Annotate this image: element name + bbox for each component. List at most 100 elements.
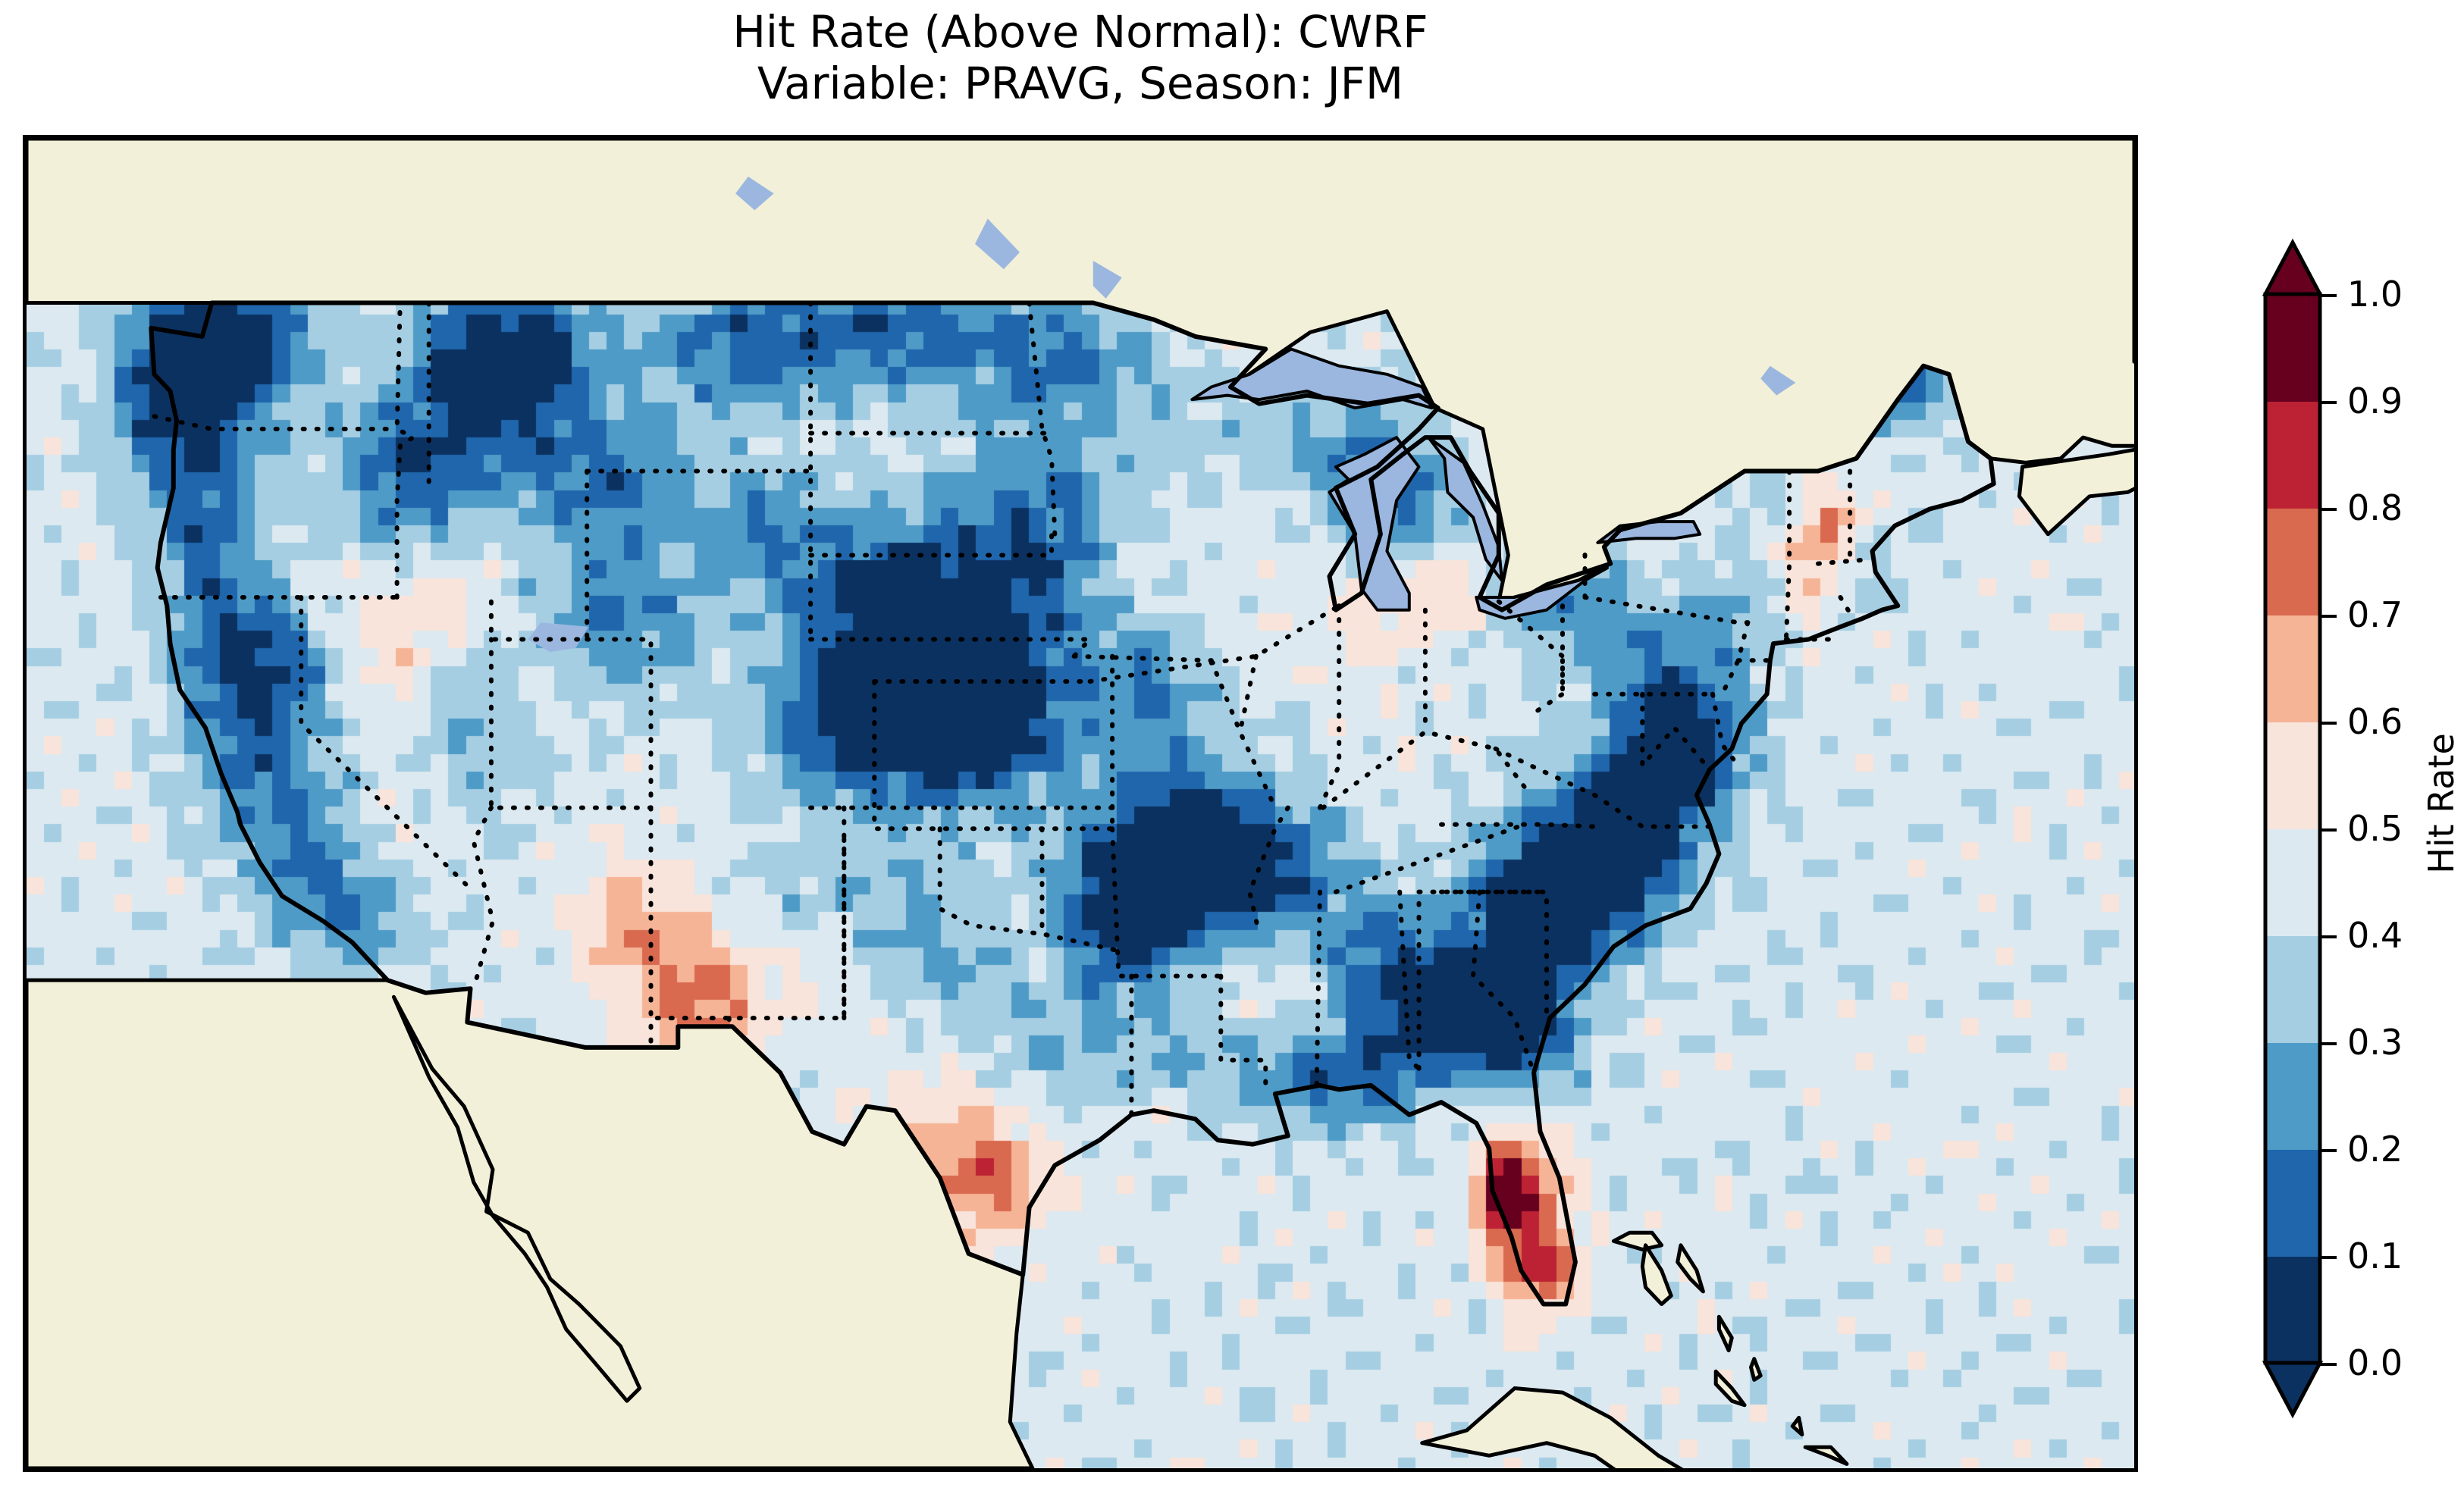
state-border — [1710, 691, 1741, 768]
state-border — [488, 637, 654, 810]
map-axes[interactable] — [23, 135, 2138, 1472]
colorbar-tick-label: 1.0 — [2347, 274, 2403, 315]
chart-title: Hit Rate (Above Normal): CWRF Variable: … — [0, 6, 2161, 110]
great-lake — [1328, 436, 1421, 612]
state-border — [1582, 595, 1751, 625]
colorbar-band — [2265, 615, 2320, 722]
colorbar-band — [2265, 508, 2320, 615]
colorbar-band — [2265, 1256, 2320, 1364]
state-border — [1039, 826, 1121, 954]
state-border — [1471, 889, 1537, 1076]
chart-title-line-2: Variable: PRAVG, Season: JFM — [757, 58, 1404, 110]
state-border — [1317, 603, 1342, 810]
state-border — [1218, 973, 1268, 1096]
state-border — [1314, 889, 1322, 1088]
map-geography-layer — [27, 139, 2134, 1468]
state-border — [1493, 746, 1712, 829]
state-border — [937, 826, 1045, 937]
bahamas-island — [1749, 1357, 1763, 1382]
colorbar-frame — [2263, 292, 2322, 1365]
bahamas-island — [1803, 1445, 1849, 1466]
colorbar-band — [2265, 1149, 2320, 1257]
colorbar-tick-mark — [2320, 935, 2337, 938]
state-border — [488, 468, 590, 642]
colorbar-bands — [2265, 294, 2320, 1364]
state-border — [1334, 822, 1527, 894]
colorbar-tick-mark — [2320, 615, 2337, 618]
colorbar-tick-mark — [2320, 401, 2337, 404]
state-border — [1816, 557, 1872, 566]
bahamas-island — [1716, 1314, 1734, 1353]
inland-lake — [735, 177, 774, 211]
colorbar-tick-label: 0.2 — [2347, 1129, 2403, 1170]
inland-lake — [528, 622, 589, 653]
colorbar-tick-label: 0.7 — [2347, 594, 2403, 635]
state-border — [1397, 889, 1422, 1071]
mexico-landmass — [27, 978, 1035, 1468]
colorbar-tick-label: 0.4 — [2347, 915, 2403, 956]
cuba-landmass — [1420, 1386, 1684, 1468]
bahamas-island — [1676, 1243, 1705, 1294]
nova-scotia-landmass — [2017, 447, 2134, 537]
state-border — [471, 805, 495, 991]
colorbar-band — [2265, 828, 2320, 936]
colorbar-tick-label: 0.6 — [2347, 701, 2403, 742]
state-border — [299, 595, 476, 894]
canada-landmass — [27, 139, 2134, 604]
map-plot-area — [27, 139, 2134, 1468]
bahamas-island — [1713, 1369, 1747, 1408]
state-border — [1783, 468, 1792, 642]
colorbar-extend-arrow — [2262, 238, 2324, 296]
state-border — [1719, 620, 1751, 697]
colorbar-axis-label: Hit Rate — [2421, 733, 2462, 874]
state-border — [1237, 653, 1259, 734]
colorbar-tick-label: 0.1 — [2347, 1236, 2403, 1276]
colorbar-tick-mark — [2320, 508, 2337, 511]
colorbar[interactable]: 1.0 0.9 0.8 0.7 0.6 0.5 0.4 0.3 0.2 0.1 0.0 Hit Ra… — [2262, 238, 2462, 1419]
state-border — [1321, 729, 1527, 810]
inland-lake — [1092, 261, 1122, 299]
state-border — [1496, 599, 1565, 718]
baja-california-landmass — [391, 994, 642, 1403]
great-lake — [1190, 347, 1434, 410]
state-border — [1247, 805, 1290, 937]
colorbar-band — [2265, 401, 2320, 509]
colorbar-tick-mark — [2320, 1256, 2337, 1259]
colorbar-tick-mark — [2320, 722, 2337, 725]
colorbar-tick-mark — [2320, 1363, 2337, 1366]
conus-coastline — [149, 300, 1996, 1307]
state-border — [152, 414, 400, 431]
colorbar-tick-mark — [2320, 1042, 2337, 1045]
inland-lake — [975, 218, 1020, 270]
state-border — [1087, 603, 1342, 684]
bahamas-island — [1611, 1230, 1664, 1251]
bahamas-island — [1640, 1243, 1673, 1306]
state-border — [872, 679, 1115, 832]
state-border — [1071, 653, 1214, 663]
colorbar-tick-label: 0.5 — [2347, 808, 2403, 849]
state-border — [1027, 300, 1058, 537]
colorbar-tick-mark — [2320, 828, 2337, 832]
colorbar-band — [2265, 294, 2320, 402]
state-border — [1640, 691, 1709, 768]
state-border — [1416, 889, 1549, 1021]
colorbar-tick-mark — [2320, 1149, 2337, 1152]
bahamas-island — [1790, 1415, 1804, 1437]
colorbar-tick-label: 0.9 — [2347, 381, 2403, 421]
inland-lake — [1760, 365, 1796, 396]
colorbar-band — [2265, 1042, 2320, 1150]
state-border — [1110, 826, 1224, 979]
colorbar-band — [2265, 935, 2320, 1043]
state-border — [1439, 822, 1597, 829]
colorbar-extend-arrow — [2262, 1361, 2324, 1419]
state-border — [808, 531, 1055, 558]
state-border — [394, 300, 415, 600]
state-border — [1208, 658, 1277, 810]
colorbar-tick-label: 0.0 — [2347, 1342, 2403, 1383]
state-border — [648, 805, 847, 1021]
colorbar-tick-label: 0.3 — [2347, 1022, 2403, 1063]
state-border — [1838, 595, 1856, 621]
state-border — [808, 637, 1092, 659]
colorbar-band — [2265, 722, 2320, 829]
